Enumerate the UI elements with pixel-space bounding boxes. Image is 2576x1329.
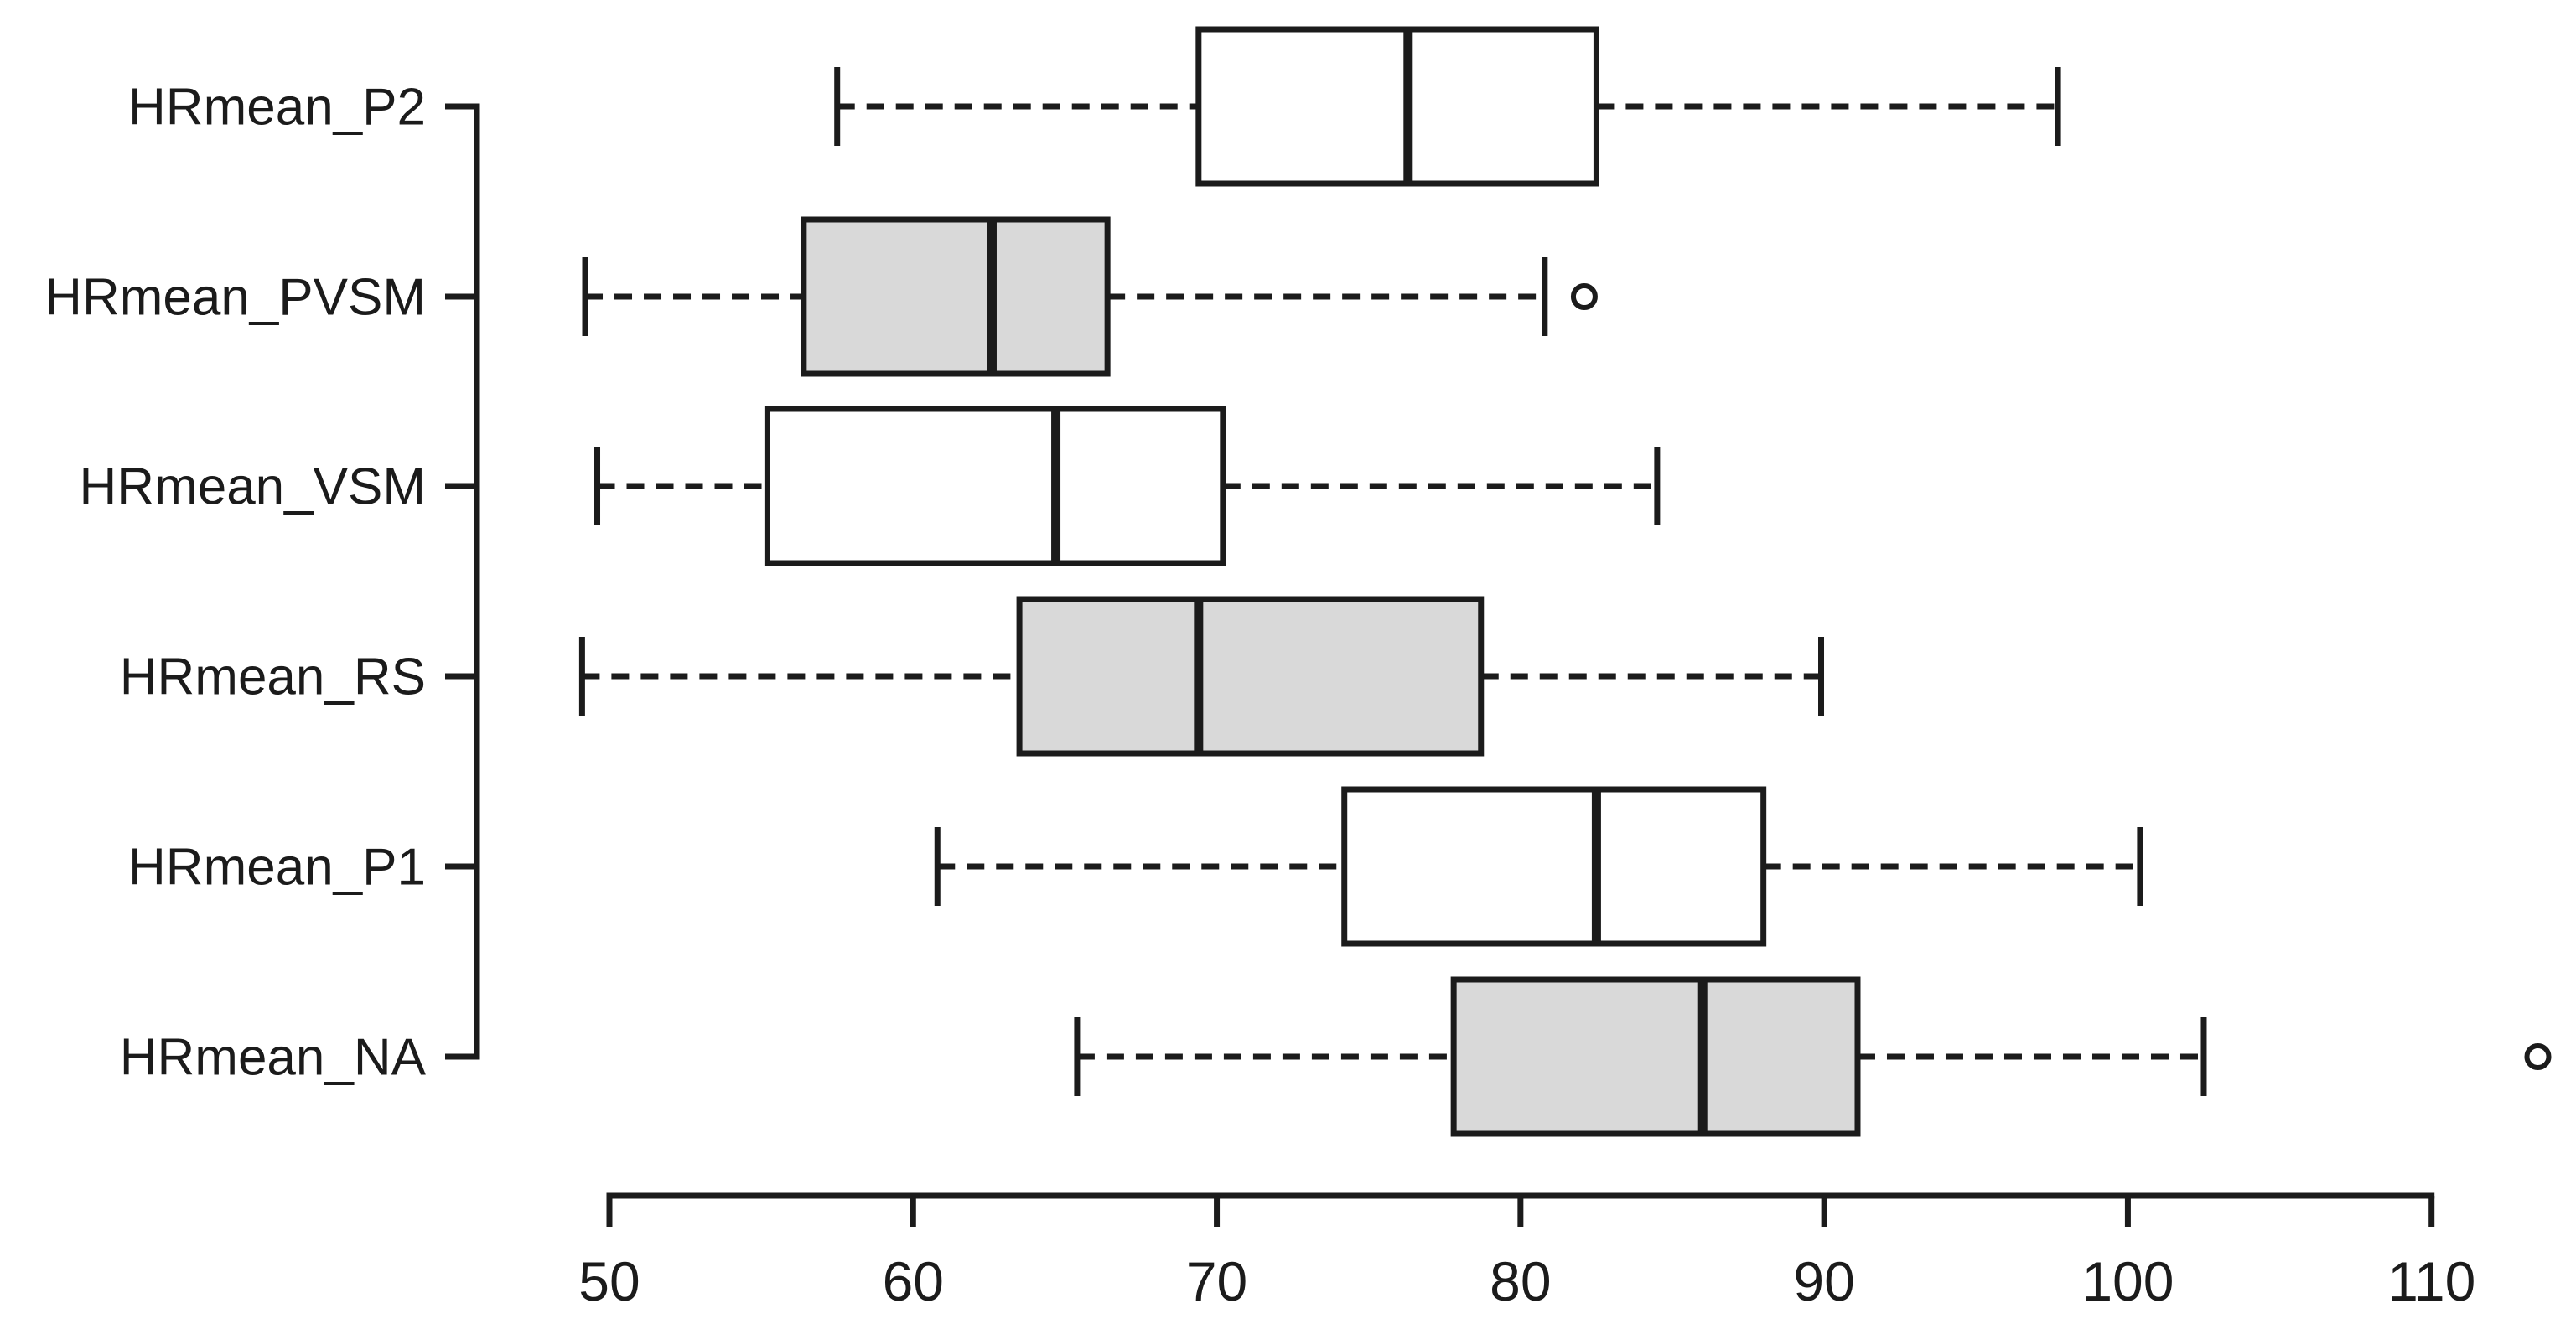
boxplot-row <box>578 596 1825 757</box>
x-axis-tick-label: 70 <box>1186 1250 1247 1312</box>
category-label: HRmean_PVSM <box>44 269 426 327</box>
category-label: HRmean_P2 <box>128 79 426 137</box>
x-axis-tick-label: 90 <box>1793 1250 1854 1312</box>
category-label: HRmean_RS <box>120 649 426 706</box>
iqr-box <box>1195 26 1599 187</box>
x-axis-tick-label: 110 <box>2387 1250 2475 1312</box>
outlier-point <box>1570 283 1598 310</box>
category-label: HRmean_VSM <box>80 458 426 516</box>
boxplot-row <box>594 406 1661 566</box>
iqr-box <box>801 216 1111 377</box>
x-axis-tick-label: 50 <box>578 1250 640 1312</box>
iqr-box <box>1016 596 1485 757</box>
outlier-point <box>2524 1043 2552 1070</box>
iqr-box <box>1450 976 1861 1137</box>
boxplot-row <box>934 786 2143 947</box>
category-label: HRmean_P1 <box>128 839 426 897</box>
boxplot-row <box>1074 976 2552 1137</box>
boxplot-row <box>582 216 1598 377</box>
boxplot-row <box>834 26 2061 187</box>
iqr-box <box>764 406 1226 566</box>
x-axis-tick-label: 100 <box>2081 1250 2174 1312</box>
category-label: HRmean_NA <box>120 1029 427 1087</box>
x-axis-tick-label: 80 <box>1490 1250 1551 1312</box>
iqr-box <box>1341 786 1767 947</box>
x-axis-tick-label: 60 <box>883 1250 944 1312</box>
